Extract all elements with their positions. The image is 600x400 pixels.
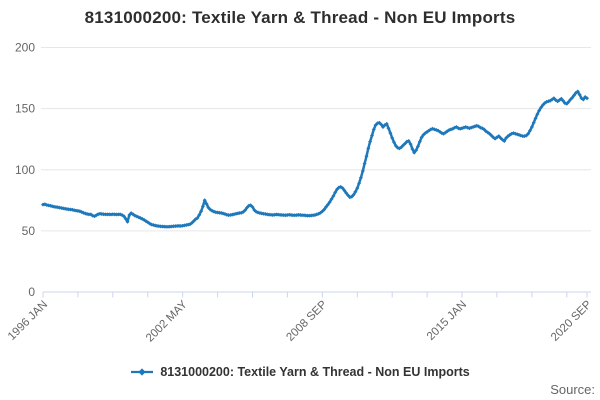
svg-text:2015 JAN: 2015 JAN — [425, 299, 469, 343]
svg-text:0: 0 — [28, 285, 35, 299]
x-axis-ticks — [42, 292, 588, 298]
legend-item[interactable]: 8131000200: Textile Yarn & Thread - Non … — [0, 365, 600, 379]
gridlines — [41, 47, 591, 232]
series-line — [41, 90, 589, 228]
legend-label: 8131000200: Textile Yarn & Thread - Non … — [160, 365, 470, 379]
legend-line-marker-icon — [131, 368, 154, 376]
y-axis-labels: 0 50 100 150 200 — [15, 41, 35, 300]
svg-text:2008 SEP: 2008 SEP — [284, 298, 329, 343]
svg-text:1996 JAN: 1996 JAN — [6, 299, 50, 343]
svg-text:150: 150 — [15, 102, 35, 116]
legend-diamond — [138, 368, 146, 376]
svg-text:2020 SEP: 2020 SEP — [549, 298, 594, 343]
svg-text:2002 MAY: 2002 MAY — [144, 298, 190, 344]
svg-text:50: 50 — [22, 224, 36, 238]
series-markers — [41, 89, 589, 229]
source-label: Source: — [550, 382, 595, 397]
svg-text:100: 100 — [15, 163, 35, 177]
x-axis-labels: 1996 JAN 2002 MAY 2008 SEP 2015 JAN 2020 SEP — [6, 298, 594, 344]
svg-text:200: 200 — [15, 41, 35, 55]
chart-title: 8131000200: Textile Yarn & Thread - Non … — [84, 8, 516, 27]
